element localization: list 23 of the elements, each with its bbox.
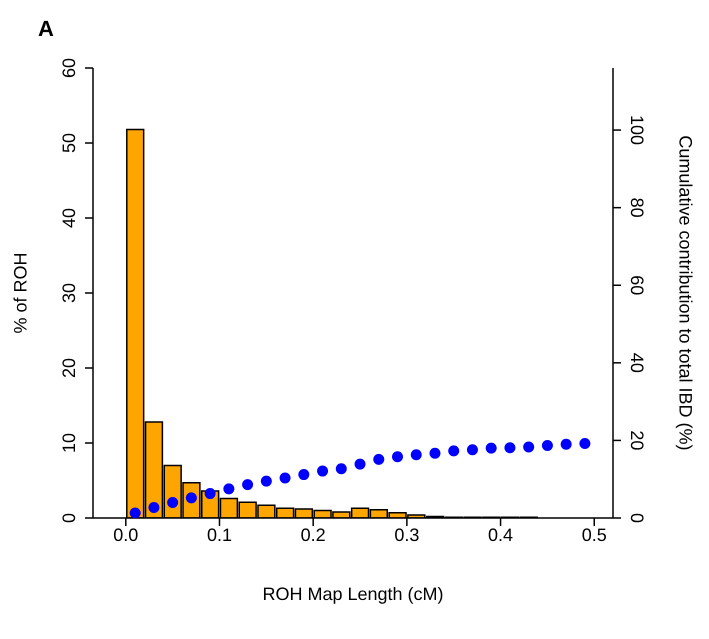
- x-tick-label: 0.3: [394, 524, 420, 545]
- x-tick-label: 0.0: [113, 524, 138, 545]
- x-tick-label: 0.1: [206, 524, 232, 545]
- y2-axis-title: Cumulative contribution to total IBD (%): [676, 135, 696, 451]
- y2-tick-label: 60: [627, 275, 647, 296]
- y-tick-label: 50: [59, 132, 79, 154]
- x-axis-title: ROH Map Length (cM): [262, 584, 444, 604]
- x-tick-label: 0.4: [488, 524, 514, 545]
- x-tick-label: 0.5: [582, 524, 607, 545]
- y-tick-label: 60: [59, 58, 79, 78]
- y-tick-label: 0: [59, 512, 79, 524]
- chart-title: A: [38, 16, 54, 42]
- y-tick-label: 30: [59, 282, 79, 304]
- x-tick-label: 0.2: [300, 524, 326, 545]
- y2-tick-label: 40: [627, 352, 647, 373]
- y2-tick-label: 20: [627, 430, 647, 450]
- y2-tick-label: 0: [627, 512, 647, 524]
- y2-tick-label: 100: [627, 115, 647, 146]
- y2-tick-label: 80: [627, 198, 647, 218]
- y-tick-label: 20: [59, 358, 79, 378]
- y-tick-label: 40: [59, 208, 79, 228]
- y-tick-label: 10: [59, 432, 79, 454]
- y-axis-title: % of ROH: [10, 252, 30, 334]
